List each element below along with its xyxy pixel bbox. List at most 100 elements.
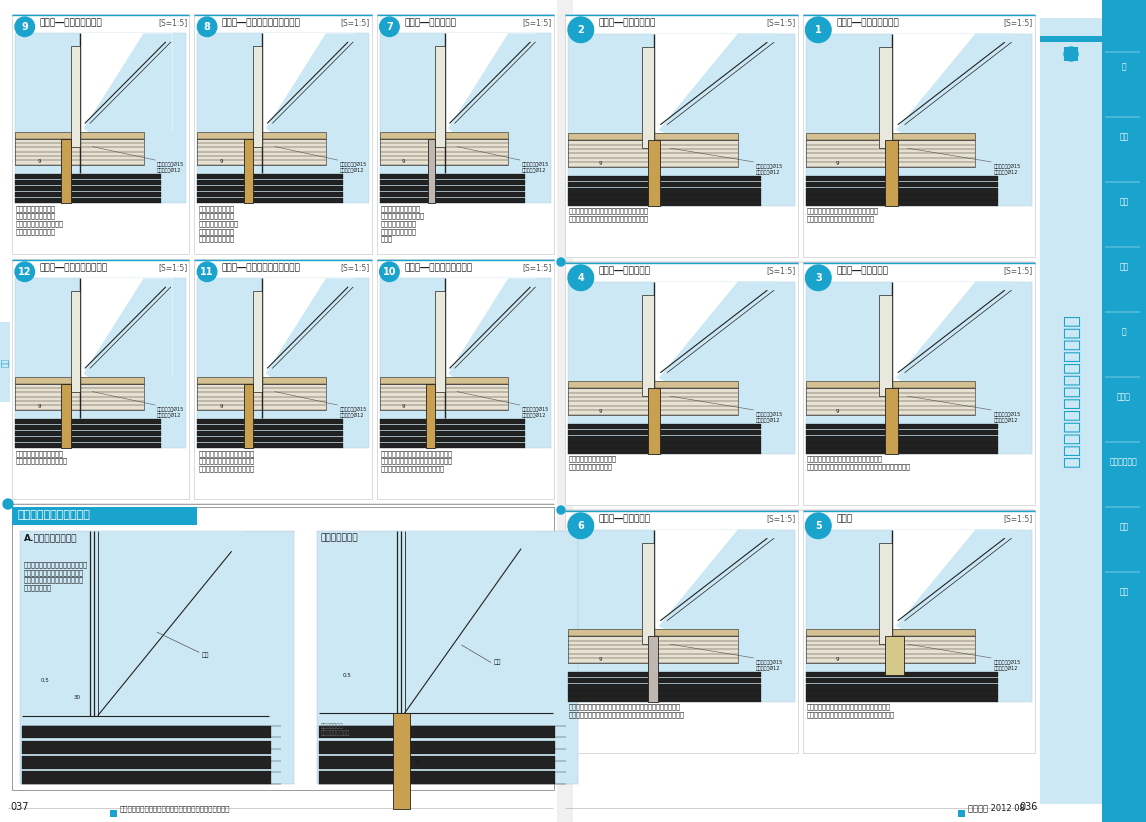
- Text: 36: 36: [415, 759, 422, 764]
- Text: 037: 037: [10, 802, 29, 812]
- Text: 9: 9: [402, 159, 406, 164]
- Bar: [435, 46, 445, 146]
- Text: 背面が壁と同面であるため、壁、幅木と
もに直接柱に钅め付けることができる: 背面が壁と同面であるため、壁、幅木と もに直接柱に钅め付けることができる: [807, 207, 879, 222]
- Text: 住宅の水回りなどにクッションフロアシートを使用する場合に
見られる納まり。床の幅木と同じく、連続は大工の仕事ではない: 住宅の水回りなどにクッションフロアシートを使用する場合に 見られる納まり。床の幅…: [570, 704, 685, 718]
- Circle shape: [1063, 47, 1078, 61]
- Text: [S=1:5]: [S=1:5]: [1004, 266, 1033, 275]
- Text: フローリングØ15
構造用合板Ø12: フローリングØ15 構造用合板Ø12: [756, 659, 783, 671]
- Bar: [197, 192, 343, 197]
- Polygon shape: [659, 529, 776, 693]
- Polygon shape: [262, 34, 355, 132]
- Polygon shape: [80, 34, 173, 132]
- Bar: [647, 388, 660, 454]
- Bar: [647, 141, 660, 206]
- Bar: [568, 194, 761, 200]
- Bar: [802, 510, 1035, 753]
- Bar: [565, 262, 798, 505]
- Bar: [244, 384, 253, 448]
- Bar: [806, 436, 998, 441]
- Bar: [806, 194, 998, 200]
- Bar: [379, 376, 508, 384]
- Text: 幅木: 幅木: [494, 659, 501, 665]
- Bar: [15, 192, 160, 197]
- Bar: [379, 384, 508, 410]
- Polygon shape: [896, 282, 1014, 445]
- Bar: [379, 279, 551, 448]
- Bar: [22, 741, 270, 754]
- Text: 箕寄せ: 箕寄せ: [837, 514, 853, 523]
- Text: 30: 30: [73, 695, 80, 700]
- Text: 屋根: 屋根: [1120, 588, 1129, 597]
- Polygon shape: [659, 34, 776, 197]
- Text: 天井: 天井: [1120, 132, 1129, 141]
- Bar: [642, 47, 654, 148]
- Polygon shape: [266, 279, 355, 440]
- Text: ㎏材をボードにクロス張りとする場合、
既製品の剤配覇切りを使う方法もある。
接着材がついているので施工が容易: ㎏材をボードにクロス張りとする場合、 既製品の剤配覇切りを使う方法もある。 接着…: [380, 450, 453, 472]
- Bar: [15, 437, 160, 442]
- Bar: [15, 376, 143, 384]
- Text: [S=1:5]: [S=1:5]: [340, 263, 370, 272]
- Bar: [568, 678, 761, 683]
- Polygon shape: [97, 531, 244, 716]
- Bar: [197, 419, 343, 424]
- Bar: [565, 510, 798, 753]
- Polygon shape: [654, 529, 776, 630]
- Text: 実察時の対法は
写真資料からの想像: 実察時の対法は 写真資料からの想像: [321, 724, 351, 736]
- Polygon shape: [892, 282, 1014, 381]
- Bar: [15, 432, 160, 436]
- Text: 10: 10: [383, 267, 397, 277]
- Text: 山演: 山演: [1120, 523, 1129, 532]
- Polygon shape: [80, 279, 173, 376]
- Circle shape: [197, 17, 217, 36]
- Circle shape: [15, 262, 34, 281]
- Circle shape: [806, 513, 831, 538]
- Text: [S=1:5]: [S=1:5]: [523, 18, 552, 27]
- Bar: [15, 425, 160, 431]
- Bar: [379, 198, 525, 203]
- Text: 要和: 要和: [1120, 262, 1129, 271]
- Text: バルコニー氾: バルコニー氾: [1110, 458, 1138, 467]
- Bar: [642, 294, 654, 396]
- Bar: [15, 174, 160, 179]
- Bar: [568, 282, 794, 454]
- Bar: [15, 180, 160, 186]
- Bar: [244, 139, 253, 203]
- Bar: [568, 431, 761, 436]
- Text: 工事手順が丸わかり！立体図で見る木造住宅の納まり図鑑: 工事手順が丸わかり！立体図で見る木造住宅の納まり図鑑: [120, 806, 230, 812]
- Text: 2: 2: [578, 25, 584, 35]
- Bar: [61, 139, 71, 203]
- Bar: [806, 690, 998, 695]
- Text: [S=1:5]: [S=1:5]: [1004, 18, 1033, 27]
- Bar: [379, 132, 508, 139]
- Bar: [197, 132, 325, 139]
- Bar: [802, 262, 1035, 505]
- Circle shape: [3, 499, 13, 509]
- Bar: [806, 188, 998, 193]
- Bar: [393, 713, 409, 810]
- Bar: [379, 443, 525, 448]
- Bar: [22, 771, 270, 784]
- Bar: [197, 443, 343, 448]
- Text: [S=1:5]: [S=1:5]: [767, 18, 795, 27]
- Bar: [379, 192, 525, 197]
- Bar: [317, 531, 579, 784]
- Bar: [253, 291, 262, 391]
- Bar: [110, 810, 117, 817]
- Text: 出幅木―ソフト幅木: 出幅木―ソフト幅木: [598, 514, 651, 523]
- Bar: [11, 507, 197, 525]
- Bar: [568, 182, 761, 187]
- Circle shape: [379, 262, 399, 281]
- Bar: [568, 442, 761, 447]
- Text: 3: 3: [815, 273, 822, 283]
- Bar: [379, 437, 525, 442]
- Bar: [377, 14, 554, 254]
- Text: 弩祁層に木をあてて表
面処理（海円納、パテ
ごき）をし、壁を切り放し
のように見せた納まり: 弩祁層に木をあてて表 面処理（海円納、パテ ごき）をし、壁を切り放し のように見…: [16, 206, 64, 234]
- Bar: [806, 381, 975, 388]
- Circle shape: [379, 17, 399, 36]
- Polygon shape: [445, 279, 537, 376]
- Bar: [886, 141, 897, 206]
- Bar: [879, 47, 892, 148]
- Circle shape: [568, 265, 594, 290]
- Text: 出来上がったあと、円午に
幅木を取り付けた納まり: 出来上がったあと、円午に 幅木を取り付けた納まり: [570, 455, 617, 469]
- Bar: [197, 376, 325, 384]
